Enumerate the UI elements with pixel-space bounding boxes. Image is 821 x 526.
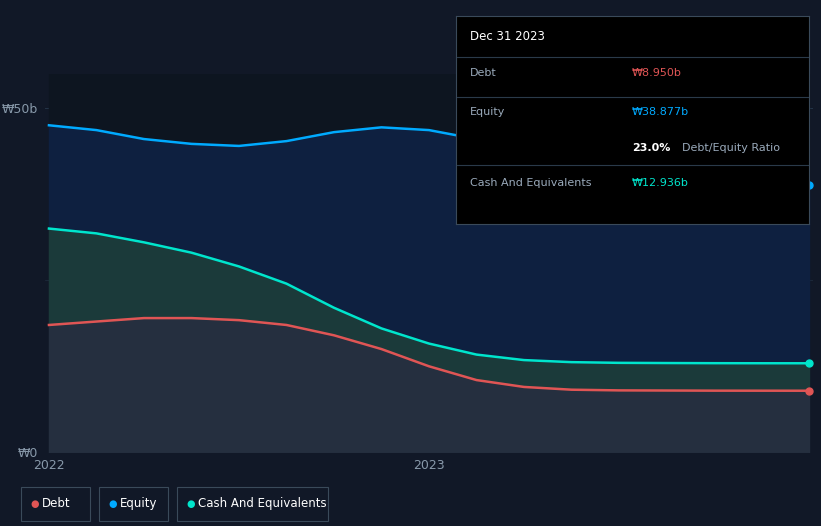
Text: Equity: Equity bbox=[470, 107, 505, 117]
Text: Debt/Equity Ratio: Debt/Equity Ratio bbox=[681, 143, 780, 153]
Text: Debt: Debt bbox=[470, 68, 497, 78]
Text: 23.0%: 23.0% bbox=[632, 143, 671, 153]
Text: ₩8.950b: ₩8.950b bbox=[632, 68, 682, 78]
Text: ●: ● bbox=[108, 499, 117, 509]
Text: ●: ● bbox=[30, 499, 39, 509]
Text: Equity: Equity bbox=[120, 498, 158, 510]
Text: Dec 31 2023: Dec 31 2023 bbox=[470, 31, 544, 43]
Text: ₩38.877b: ₩38.877b bbox=[632, 107, 690, 117]
Text: Cash And Equivalents: Cash And Equivalents bbox=[470, 178, 591, 188]
Text: Debt: Debt bbox=[42, 498, 71, 510]
Text: ●: ● bbox=[186, 499, 195, 509]
Text: ₩12.936b: ₩12.936b bbox=[632, 178, 689, 188]
Text: Cash And Equivalents: Cash And Equivalents bbox=[198, 498, 327, 510]
